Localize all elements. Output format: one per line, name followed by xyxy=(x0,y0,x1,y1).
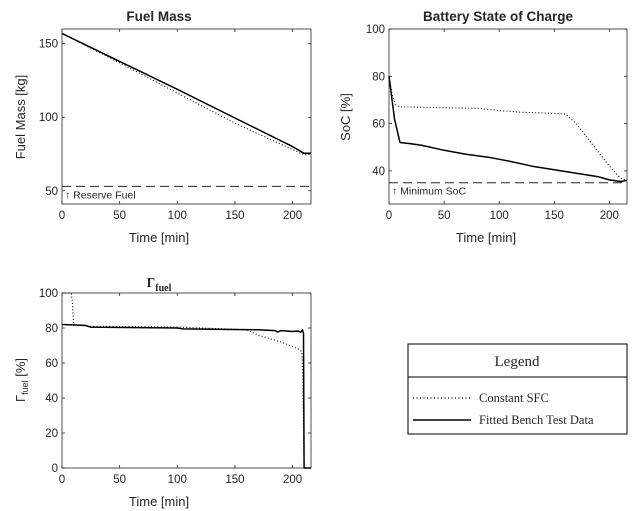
soc-ytick-label: 100 xyxy=(366,24,385,36)
soc-reference-label: ↑ Minimum SoC xyxy=(392,186,467,198)
fuel-ytick-label: 150 xyxy=(39,39,58,51)
battery-soc-panel: Battery State of Charge Time [min] SoC [… xyxy=(338,9,628,245)
gamma-ytick-label: 0 xyxy=(52,463,58,475)
gamma-xtick-label: 0 xyxy=(59,474,65,486)
soc-xtick-label: 100 xyxy=(490,210,509,222)
battery-soc-xlabel: Time [min] xyxy=(456,230,516,245)
gamma-ytick-label: 40 xyxy=(45,393,58,405)
soc-xtick-label: 150 xyxy=(545,210,564,222)
gamma-ytick-label: 80 xyxy=(45,323,58,335)
fuel-xtick-label: 0 xyxy=(59,210,65,222)
gamma-series-constant-sfc xyxy=(62,292,311,469)
fuel-xtick-label: 150 xyxy=(225,210,244,222)
battery-soc-ylabel: SoC [%] xyxy=(338,93,353,141)
soc-series-constant-sfc xyxy=(388,76,628,181)
gamma-xtick-label: 150 xyxy=(225,474,244,486)
fuel-mass-title: Fuel Mass xyxy=(126,9,191,24)
fuel-series-fitted-bench xyxy=(61,32,311,155)
fuel-axes-box xyxy=(61,28,312,205)
legend-frame xyxy=(407,343,628,435)
fuel-ytick-label: 100 xyxy=(39,112,58,124)
legend-label-fitted-bench: Fitted Bench Test Data xyxy=(479,413,594,427)
fuel-mass-xlabel: Time [min] xyxy=(129,230,189,245)
fuel-xtick-label: 200 xyxy=(283,210,302,222)
gamma-ytick-label: 100 xyxy=(39,288,58,300)
gamma-xtick-label: 200 xyxy=(283,474,302,486)
battery-soc-title: Battery State of Charge xyxy=(423,9,574,24)
soc-series-fitted-bench xyxy=(388,76,628,183)
gamma-xtick-label: 50 xyxy=(113,474,126,486)
soc-ytick-label: 40 xyxy=(372,166,385,178)
gamma-fuel-title: Γfuel xyxy=(147,275,172,294)
legend-box: Legend Constant SFC Fitted Bench Test Da… xyxy=(407,343,628,435)
fuel-reference-label: ↑ Reserve Fuel xyxy=(65,189,136,201)
gamma-series-fitted-bench xyxy=(61,323,311,469)
fuel-mass-ylabel: Fuel Mass [kg] xyxy=(13,75,28,160)
fuel-xtick-label: 100 xyxy=(168,210,187,222)
soc-axes-box xyxy=(388,28,628,205)
legend-label-constant-sfc: Constant SFC xyxy=(479,391,549,405)
gamma-fuel-ylabel: Γfuel [%] xyxy=(13,358,30,402)
gamma-fuel-xlabel: Time [min] xyxy=(129,494,189,509)
legend-title: Legend xyxy=(495,354,540,370)
gamma-axes-box xyxy=(61,292,312,469)
gamma-fuel-panel: Γfuel Time [min] Γfuel [%] 0 50 100 150 200 0… xyxy=(13,275,312,509)
gamma-xtick-label: 100 xyxy=(168,474,187,486)
soc-ytick-label: 60 xyxy=(372,119,385,131)
fuel-series-constant-sfc xyxy=(61,32,311,156)
fuel-xtick-label: 50 xyxy=(113,210,126,222)
fuel-mass-panel: Fuel Mass Time [min] Fuel Mass [kg] 0 50 1… xyxy=(13,9,312,245)
fuel-ytick-label: 50 xyxy=(45,186,58,198)
gamma-ytick-label: 20 xyxy=(45,428,58,440)
soc-xtick-label: 200 xyxy=(600,210,619,222)
soc-xtick-label: 50 xyxy=(438,210,451,222)
soc-xtick-label: 0 xyxy=(386,210,392,222)
soc-ytick-label: 80 xyxy=(372,71,385,83)
gamma-ytick-label: 60 xyxy=(45,358,58,370)
